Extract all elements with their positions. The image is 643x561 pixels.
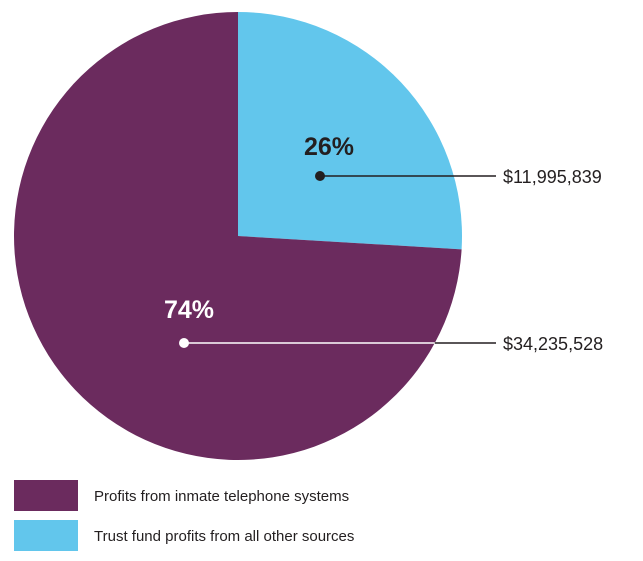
legend-label-trust-fund: Trust fund profits from all other source…: [94, 528, 354, 545]
percent-label-trust-fund: 26%: [304, 133, 354, 161]
slice-inmate-telephone-profits: [13, 12, 462, 461]
percent-label-telephone: 74%: [164, 296, 214, 324]
legend-label-telephone: Profits from inmate telephone systems: [94, 488, 349, 505]
legend-swatch-telephone: [14, 480, 78, 511]
leader-dot-telephone: [179, 338, 189, 348]
value-label-trust-fund: $11,995,839: [503, 167, 602, 187]
value-label-telephone: $34,235,528: [503, 334, 603, 354]
legend-swatch-trust-fund: [14, 520, 78, 551]
slice-trust-fund-other-sources: [238, 12, 462, 250]
leader-dot-trust-fund: [315, 171, 325, 181]
legend: Profits from inmate telephone systems Tr…: [14, 480, 354, 551]
